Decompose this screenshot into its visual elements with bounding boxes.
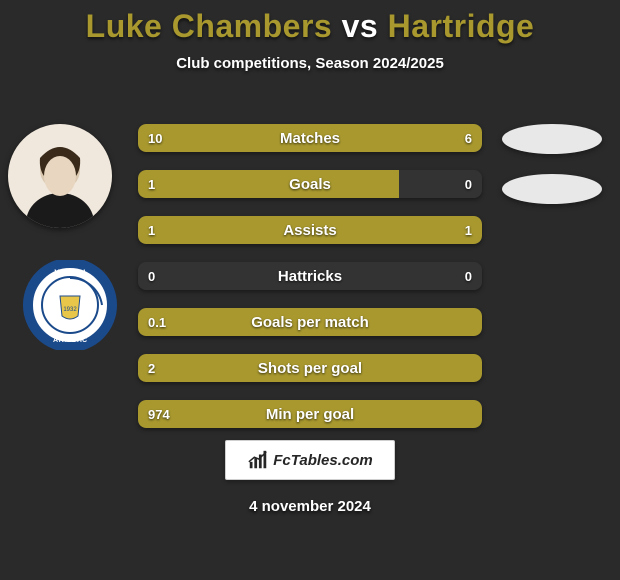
page-title: Luke Chambers vs Hartridge bbox=[0, 8, 620, 45]
date-text: 4 november 2024 bbox=[0, 498, 620, 515]
stat-value-right: 6 bbox=[455, 124, 482, 152]
stat-value-left: 1 bbox=[138, 170, 165, 198]
stat-value-right: 1 bbox=[455, 216, 482, 244]
svg-text:ATHLETIC: ATHLETIC bbox=[53, 337, 87, 344]
stat-value-right: 0 bbox=[455, 262, 482, 290]
stat-label: Goals bbox=[138, 170, 482, 198]
stat-rows: Matches106Goals10Assists11Hattricks00Goa… bbox=[138, 124, 482, 446]
stat-value-left: 2 bbox=[138, 354, 165, 382]
stat-row: Shots per goal2 bbox=[138, 354, 482, 382]
stat-label: Min per goal bbox=[138, 400, 482, 428]
stat-label: Assists bbox=[138, 216, 482, 244]
player1-avatar-placeholder bbox=[8, 124, 112, 228]
stat-value-left: 1 bbox=[138, 216, 165, 244]
content: Luke Chambers vs Hartridge Club competit… bbox=[0, 0, 620, 580]
stat-value-right: 0 bbox=[455, 170, 482, 198]
svg-text:1932: 1932 bbox=[63, 307, 77, 313]
stat-row: Goals1 0 bbox=[138, 170, 482, 198]
stat-value-left: 974 bbox=[138, 400, 180, 428]
stat-row: Hattricks0 0 bbox=[138, 262, 482, 290]
watermark: FcTables.com bbox=[225, 440, 395, 480]
title-player2: Hartridge bbox=[388, 8, 535, 44]
stat-value-left: 0 bbox=[138, 262, 165, 290]
player1-avatar bbox=[8, 124, 112, 228]
stat-value-left: 0.1 bbox=[138, 308, 176, 336]
player1-club-crest: WIGAN ATHLETIC 1932 bbox=[20, 260, 120, 350]
subtitle: Club competitions, Season 2024/2025 bbox=[0, 55, 620, 72]
stat-label: Hattricks bbox=[138, 262, 482, 290]
stat-row: Matches10 6 bbox=[138, 124, 482, 152]
svg-text:WIGAN: WIGAN bbox=[55, 268, 86, 278]
title-player1: Luke Chambers bbox=[86, 8, 333, 44]
stat-row: Goals per match0.1 bbox=[138, 308, 482, 336]
stat-row: Assists1 1 bbox=[138, 216, 482, 244]
stat-label: Goals per match bbox=[138, 308, 482, 336]
stat-label: Shots per goal bbox=[138, 354, 482, 382]
player2-placeholder-1 bbox=[502, 124, 602, 154]
stat-row: Min per goal974 bbox=[138, 400, 482, 428]
watermark-text: FcTables.com bbox=[273, 452, 372, 469]
title-vs: vs bbox=[342, 8, 379, 44]
player2-placeholder-2 bbox=[502, 174, 602, 204]
chart-icon bbox=[247, 449, 269, 471]
stat-value-left: 10 bbox=[138, 124, 172, 152]
stat-label: Matches bbox=[138, 124, 482, 152]
